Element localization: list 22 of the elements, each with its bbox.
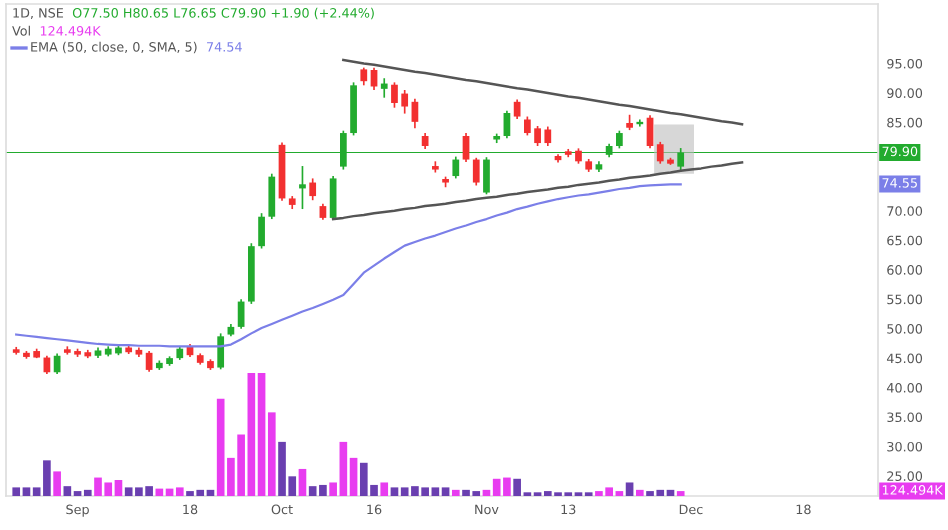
line-series	[331, 161, 744, 221]
candlestick	[268, 172, 276, 220]
bar	[635, 489, 644, 496]
bar	[53, 471, 61, 496]
candlestick	[472, 156, 480, 187]
candlestick	[350, 81, 357, 137]
candlestick	[462, 132, 470, 163]
bar	[451, 489, 460, 496]
line-series	[342, 58, 744, 126]
candlestick	[483, 156, 490, 196]
line-series	[15, 183, 682, 348]
candlestick	[309, 177, 317, 202]
candlestick	[452, 155, 460, 180]
candlestick	[299, 165, 306, 210]
candlestick	[513, 98, 521, 120]
bar	[380, 482, 389, 496]
candlestick	[380, 77, 388, 99]
bar	[625, 482, 634, 496]
candlestick	[258, 212, 265, 250]
candlestick	[217, 332, 225, 371]
candlestick	[329, 175, 337, 221]
bar	[298, 468, 307, 496]
